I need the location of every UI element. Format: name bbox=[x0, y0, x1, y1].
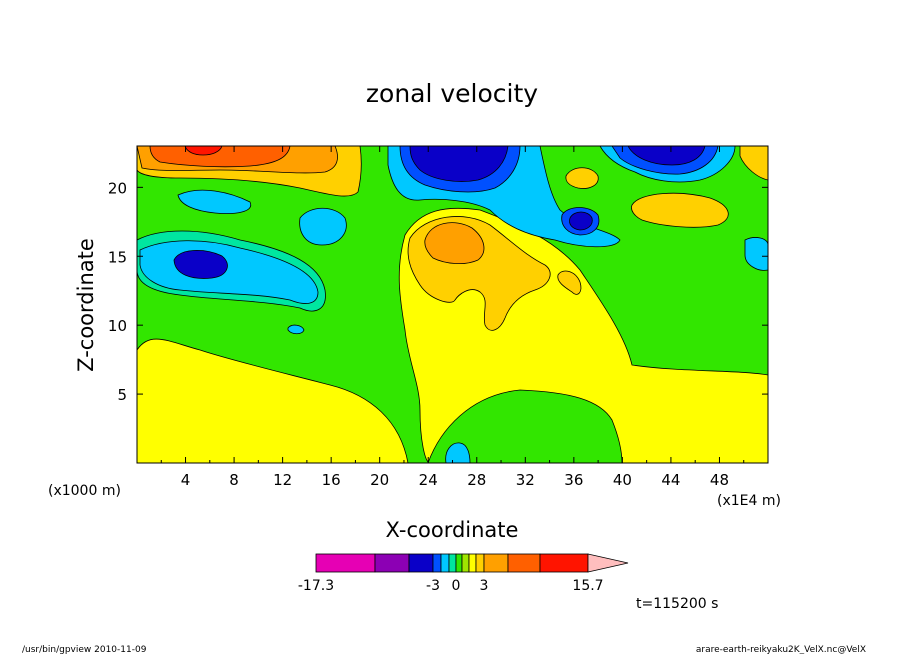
contour-region bbox=[424, 222, 485, 264]
x-tick-label: 40 bbox=[613, 471, 632, 489]
colorbar-segment bbox=[408, 553, 434, 573]
contour-region bbox=[557, 270, 582, 295]
y-tick-label: 10 bbox=[108, 317, 127, 335]
y-tick-label: 5 bbox=[117, 386, 127, 404]
y-tick-label: 15 bbox=[108, 248, 127, 266]
contour-region bbox=[184, 146, 223, 156]
contour-region bbox=[177, 189, 252, 214]
contour-region bbox=[744, 237, 768, 271]
y-tick-label: 20 bbox=[108, 179, 127, 197]
footer-right: arare-earth-reikyaku2K_VelX.nc@VelX bbox=[696, 645, 866, 654]
x-tick-label: 28 bbox=[467, 471, 486, 489]
y-axis-label: Z-coordinate bbox=[74, 238, 98, 372]
colorbar-segment bbox=[315, 553, 376, 573]
colorbar-extension bbox=[587, 553, 629, 573]
chart-title: zonal velocity bbox=[366, 79, 538, 108]
colorbar-label: -17.3 bbox=[298, 578, 334, 594]
contour-region bbox=[137, 146, 768, 463]
contour-region bbox=[149, 146, 291, 168]
footer-left: /usr/bin/gpview 2010-11-09 bbox=[22, 645, 147, 654]
colorbar-segment bbox=[507, 553, 541, 573]
contour-region bbox=[409, 146, 509, 182]
colorbar-segment bbox=[475, 553, 485, 573]
colorbar-segment bbox=[539, 553, 589, 573]
x-tick-label: 32 bbox=[516, 471, 535, 489]
contour-region bbox=[569, 211, 593, 231]
contour-region bbox=[565, 167, 599, 189]
contour-region bbox=[445, 442, 471, 463]
colorbar-segment bbox=[468, 553, 477, 573]
contour-region bbox=[299, 207, 347, 246]
colorbar-segment bbox=[455, 553, 463, 573]
x-ticks: 4 8 12 16 20 24 28 32 36 40 44 48 bbox=[160, 146, 745, 489]
contour-region bbox=[427, 389, 623, 463]
x-unit-right: (x1E4 m) bbox=[717, 493, 781, 509]
colorbar-labels: -17.3 -3 0 3 15.7 bbox=[298, 578, 604, 594]
x-tick-label: 16 bbox=[322, 471, 341, 489]
contour-region bbox=[287, 324, 305, 335]
plot-area bbox=[137, 146, 768, 463]
x-tick-label: 24 bbox=[419, 471, 438, 489]
colorbar-label: 3 bbox=[480, 578, 489, 594]
x-tick-label: 44 bbox=[661, 471, 680, 489]
x-tick-label: 48 bbox=[710, 471, 729, 489]
x-tick-label: 8 bbox=[229, 471, 239, 489]
colorbar bbox=[315, 553, 629, 573]
colorbar-segment bbox=[483, 553, 509, 573]
colorbar-segment bbox=[448, 553, 457, 573]
x-axis-label: X-coordinate bbox=[386, 518, 519, 542]
contour-region bbox=[631, 192, 729, 228]
x-unit-left: (x1000 m) bbox=[48, 483, 121, 499]
colorbar-label: -3 bbox=[426, 578, 440, 594]
colorbar-segment bbox=[440, 553, 450, 573]
y-ticks: 5 10 15 20 bbox=[108, 179, 768, 404]
colorbar-segment bbox=[374, 553, 410, 573]
x-tick-label: 36 bbox=[564, 471, 583, 489]
contour-region bbox=[173, 250, 228, 279]
x-tick-label: 12 bbox=[273, 471, 292, 489]
colorbar-label: 0 bbox=[452, 578, 461, 594]
contour-region bbox=[627, 146, 706, 166]
colorbar-segment bbox=[461, 553, 470, 573]
colorbar-label: 15.7 bbox=[572, 578, 603, 594]
x-tick-label: 20 bbox=[370, 471, 389, 489]
x-tick-label: 4 bbox=[181, 471, 191, 489]
colorbar-segment bbox=[432, 553, 442, 573]
time-label: t=115200 s bbox=[636, 596, 718, 612]
